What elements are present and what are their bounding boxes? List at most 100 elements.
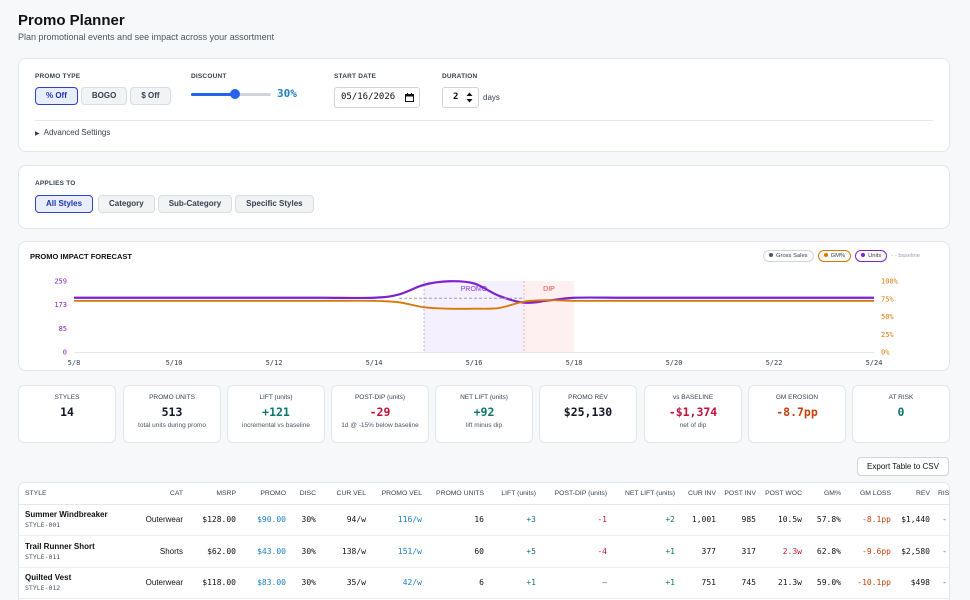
cell-post-dip: -1 [540, 504, 611, 536]
kpi-label: STYLES [54, 394, 80, 401]
column-header[interactable]: GM% [806, 483, 845, 505]
kpi-value: +92 [473, 405, 495, 419]
legend-units-toggle[interactable]: Units [855, 250, 888, 262]
kpi-label: vs BASELINE [672, 394, 714, 401]
applies-all-styles-button[interactable]: All Styles [35, 195, 94, 213]
table-row[interactable]: Trail Runner Short STYLE-011 Shorts $62.00 $… [19, 535, 949, 568]
promo-type-bogo-button[interactable]: BOGO [80, 87, 128, 105]
legend-baseline: - - baseline [891, 253, 920, 259]
kpi-label: AT RISK [888, 394, 914, 401]
column-header[interactable]: MSRP [187, 483, 240, 505]
settings-divider [35, 120, 933, 121]
legend-gm-label: GM% [830, 253, 846, 259]
table-row[interactable]: Quilted Vest STYLE-012 Outerwear $118.00 $83… [19, 567, 949, 599]
legend-gm-toggle[interactable]: GM% [817, 250, 852, 262]
column-header[interactable]: CAT [125, 483, 187, 505]
column-header[interactable]: CUR INV [679, 483, 720, 505]
kpi-card: PROMO UNITS 513 total units during promo [123, 385, 221, 443]
kpi-card: POST-DIP (units) -29 1d @ -15% below basel… [331, 385, 429, 443]
kpi-value: 14 [60, 405, 74, 419]
applies-category-button[interactable]: Category [98, 195, 155, 213]
cell-post-dip: -4 [540, 535, 611, 568]
applies-to-card: APPLIES TO All Styles Category Sub-Categ… [18, 165, 950, 229]
promo-type-percent-off-button[interactable]: % Off [35, 87, 78, 105]
column-header[interactable]: PROMO VEL [370, 483, 426, 505]
column-header[interactable]: PROMO UNITS [426, 483, 488, 505]
kpi-card: AT RISK 0 [852, 385, 950, 443]
cell-post-inv: 317 [720, 535, 760, 568]
promo-type-dollar-off-button[interactable]: $ Off [130, 87, 171, 105]
band-label: PROMO [461, 286, 488, 293]
legend-gross-sales-toggle[interactable]: Gross Sales [763, 250, 814, 262]
column-header[interactable]: POST-DIP (units) [540, 483, 611, 505]
x-tick-label: 5/20 [666, 359, 683, 367]
chart-legend: Gross Sales GM% Units - - baseline [763, 250, 920, 262]
x-tick-label: 5/18 [566, 359, 583, 367]
cell-promo: $43.00 [240, 535, 290, 568]
kpi-card: STYLES 14 [18, 385, 116, 443]
band-dip [524, 281, 574, 352]
x-tick-label: 5/8 [68, 359, 81, 367]
applies-sub-category-button[interactable]: Sub-Category [157, 195, 233, 213]
discount-slider-fill [191, 93, 235, 96]
style-code: STYLE-012 [25, 584, 61, 593]
kpi-label: LIFT (units) [259, 394, 293, 401]
y-right-tick-label: 0% [881, 349, 890, 357]
column-header[interactable]: PROMO [240, 483, 290, 505]
cell-lift: +1 [488, 567, 540, 599]
cell-rev: $1,440 [895, 504, 934, 536]
cell-cat: Shorts [125, 535, 187, 568]
calendar-icon[interactable] [405, 93, 414, 102]
duration-stepper-icon[interactable] [466, 92, 473, 103]
band-promo [424, 281, 524, 352]
kpi-subtext: net of dip [679, 422, 707, 429]
cell-gm: 62.8% [806, 535, 845, 568]
legend-gross-sales-label: Gross Sales [776, 253, 808, 259]
cell-msrp: $128.00 [187, 504, 240, 536]
x-tick-label: 5/10 [166, 359, 183, 367]
cell-cur-inv: 377 [679, 535, 720, 568]
column-header[interactable]: LIFT (units) [488, 483, 540, 505]
column-header[interactable]: POST INV [720, 483, 760, 505]
promo-type-label: PROMO TYPE [35, 73, 81, 80]
column-header[interactable]: REV [895, 483, 934, 505]
column-header[interactable]: CUR VEL [320, 483, 370, 505]
column-header[interactable]: STYLE [19, 483, 125, 505]
kpi-card: LIFT (units) +121 incremental vs baseline [227, 385, 325, 443]
promo-type-selector: % Off BOGO $ Off [35, 87, 171, 105]
duration-input[interactable]: 2 [442, 87, 479, 108]
discount-slider-thumb[interactable] [230, 89, 240, 99]
gm-dot-icon [823, 253, 828, 258]
band-label: DIP [543, 286, 555, 293]
cell-net-lift: +1 [611, 535, 679, 568]
advanced-settings-toggle[interactable]: ▶ Advanced Settings [35, 128, 110, 137]
kpi-label: GM EROSION [775, 394, 819, 401]
chart-title: PROMO IMPACT FORECAST [30, 252, 132, 261]
cell-msrp: $118.00 [187, 567, 240, 599]
y-left-tick-label: 259 [54, 278, 67, 286]
column-header[interactable]: DISC [290, 483, 320, 505]
table-header-row: STYLE CAT MSRP PROMO DISC CUR VEL PROMO VEL PRO… [19, 483, 949, 505]
series-gm--line [74, 299, 874, 310]
cell-cur-vel: 138/w [320, 535, 370, 568]
cell-promo: $83.00 [240, 567, 290, 599]
cell-disc: 30% [290, 504, 320, 536]
cell-gm-loss: -10.1pp [845, 567, 895, 599]
export-csv-button[interactable]: Export Table to CSV [857, 457, 949, 476]
page-title: Promo Planner [18, 12, 125, 29]
cell-risk: - [934, 567, 949, 599]
style-code: STYLE-011 [25, 552, 61, 561]
start-date-input[interactable]: 05/16/2026 [334, 87, 420, 108]
column-header[interactable]: GM LOSS [845, 483, 895, 505]
cell-post-inv: 745 [720, 567, 760, 599]
cell-gm: 57.8% [806, 504, 845, 536]
table-row[interactable]: Summer Windbreaker STYLE-001 Outerwear $128… [19, 504, 949, 536]
applies-to-label: APPLIES TO [35, 180, 76, 187]
column-header[interactable]: RISK [934, 483, 949, 505]
y-right-tick-label: 100% [881, 278, 899, 286]
column-header[interactable]: NET LIFT (units) [611, 483, 679, 505]
discount-slider[interactable] [191, 89, 271, 99]
applies-specific-styles-button[interactable]: Specific Styles [235, 195, 314, 213]
advanced-settings-label: Advanced Settings [43, 128, 111, 137]
column-header[interactable]: POST WOC [760, 483, 806, 505]
